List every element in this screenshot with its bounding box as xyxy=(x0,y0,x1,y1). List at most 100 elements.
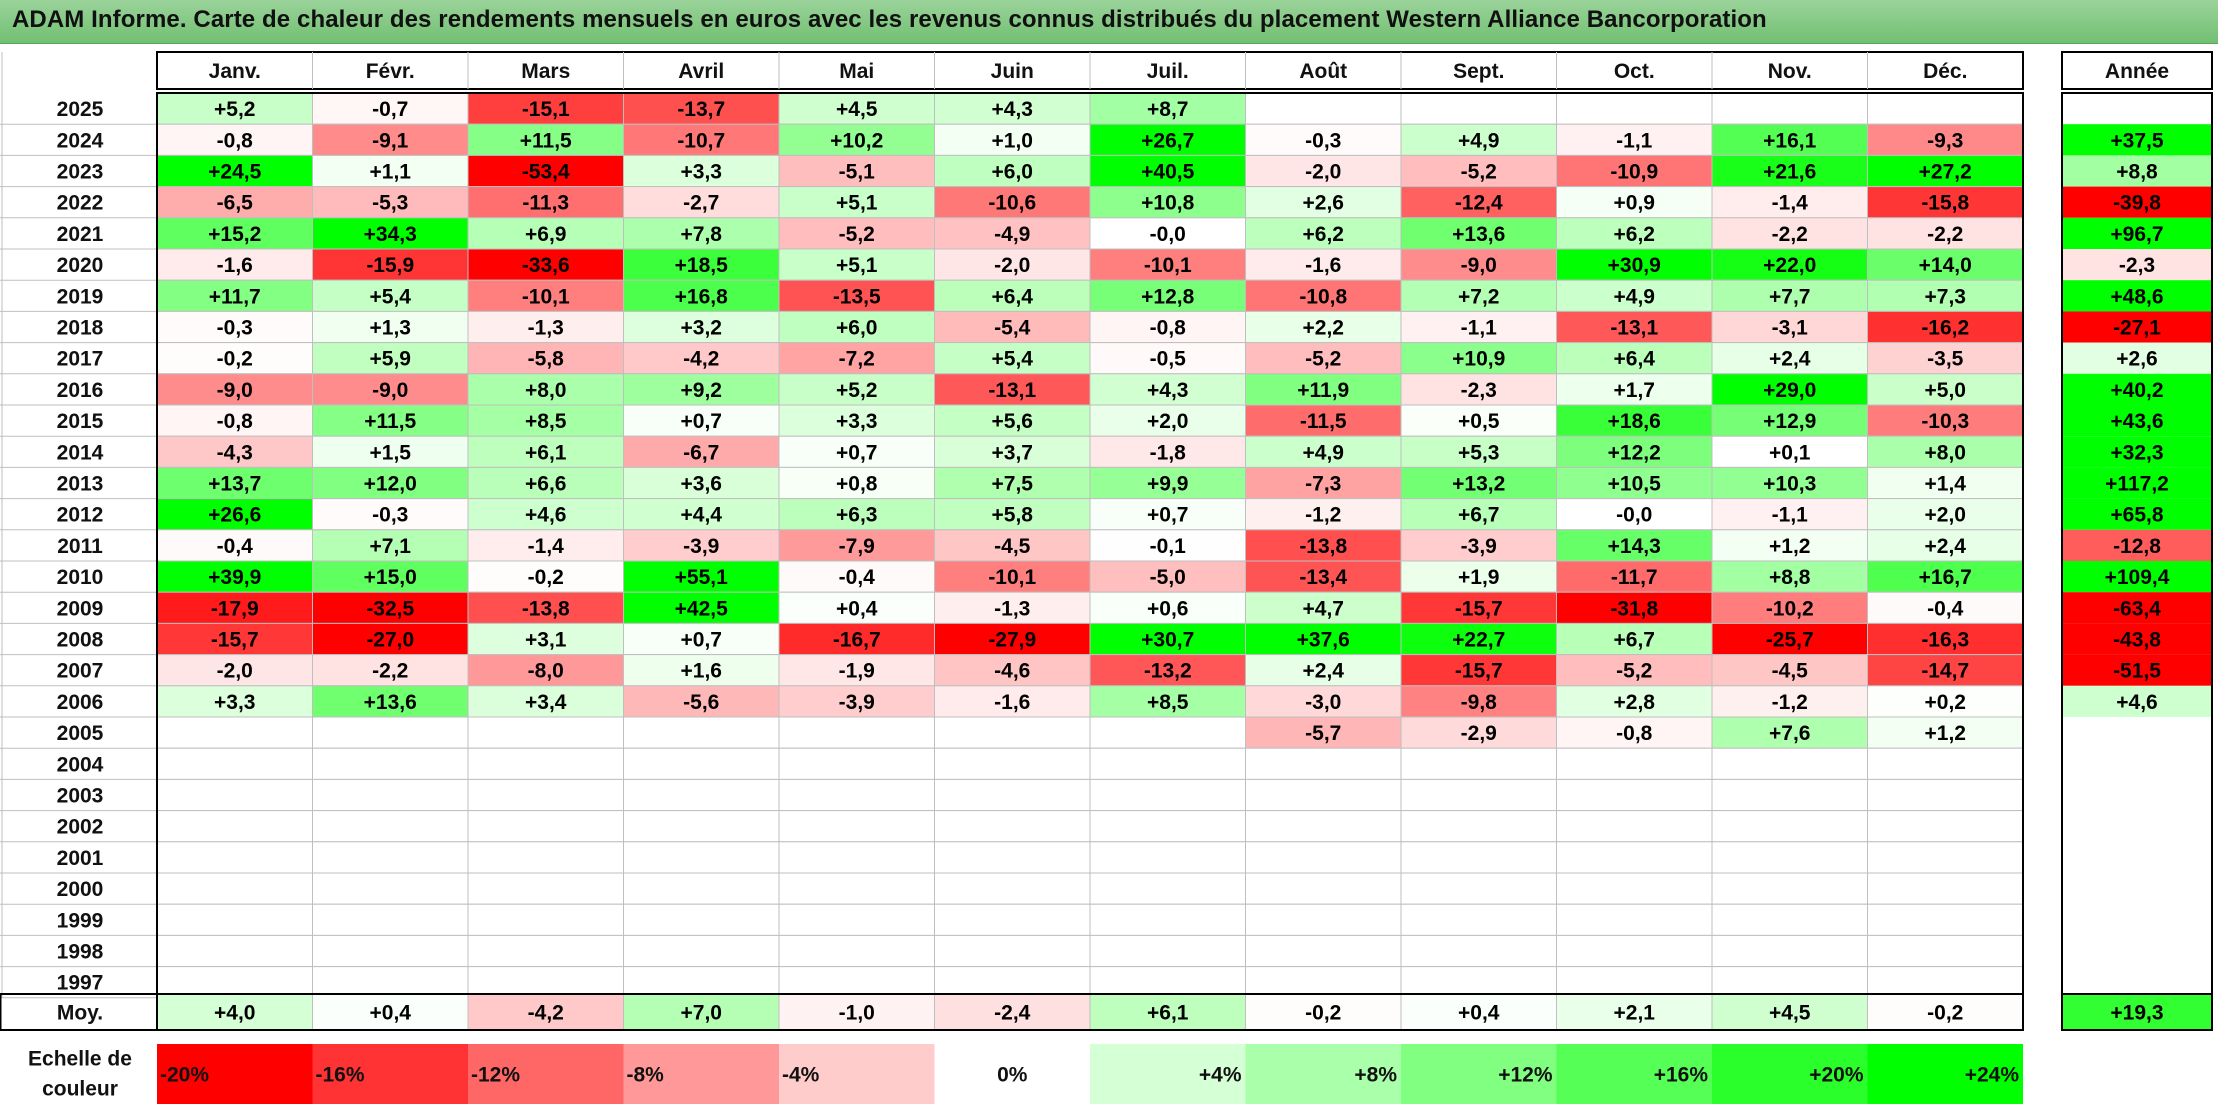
heatmap-cell xyxy=(1089,747,1246,780)
heatmap-cell-value: -0,0 xyxy=(1616,504,1652,527)
annual-cell xyxy=(2062,155,2212,187)
heatmap-cell-value: +0,4 xyxy=(836,597,878,620)
heatmap-cell xyxy=(934,685,1091,718)
annual-cell xyxy=(2062,561,2212,593)
heatmap-cell-value: -0,3 xyxy=(1305,129,1341,152)
heatmap-cell-value: -0,3 xyxy=(217,317,253,340)
color-scale-label: +20% xyxy=(1809,1064,1864,1087)
heatmap-cell xyxy=(156,872,313,905)
heatmap-cell xyxy=(156,778,313,812)
heatmap-cell xyxy=(1867,591,2024,624)
heatmap-cell-value: +3,7 xyxy=(992,441,1033,464)
heatmap-cell-value: -0,8 xyxy=(217,129,254,152)
heatmap-cell-value: -1,4 xyxy=(1772,192,1809,215)
heatmap-cell xyxy=(1711,248,1868,281)
heatmap-cell xyxy=(1245,248,1402,281)
heatmap-cell xyxy=(1711,92,1868,125)
heatmap-cell-value: -2,9 xyxy=(1461,722,1497,745)
heatmap-cell-value: +22,7 xyxy=(1452,629,1505,652)
heatmap-cell xyxy=(623,778,780,812)
annual-cell xyxy=(2062,748,2212,780)
heatmap-cell xyxy=(1245,310,1402,344)
average-annual-value: +19,3 xyxy=(2110,1002,2163,1025)
heatmap-cell xyxy=(1400,903,1557,936)
heatmap-cell-value: -2,2 xyxy=(1772,223,1808,246)
average-cell-value: -0,2 xyxy=(1305,1002,1341,1025)
average-cell xyxy=(467,993,624,1031)
heatmap-cell xyxy=(1867,310,2024,344)
heatmap-cell xyxy=(312,685,469,718)
heatmap-cell-value: -0,2 xyxy=(217,348,253,371)
heatmap-cell xyxy=(934,498,1091,531)
heatmap-cell-value: -1,1 xyxy=(1616,129,1653,152)
heatmap-cell xyxy=(1556,778,1713,812)
heatmap-cell xyxy=(1711,186,1868,219)
heatmap-cell-value: +24,5 xyxy=(208,161,261,184)
heatmap-cell-value: -15,9 xyxy=(366,254,414,277)
heatmap-cell xyxy=(312,841,469,874)
heatmap-cell xyxy=(1245,841,1402,874)
month-header: Nov. xyxy=(1768,60,1812,83)
heatmap-cell xyxy=(1245,747,1402,780)
heatmap-cell xyxy=(467,123,624,156)
heatmap-cell-value: +8,5 xyxy=(525,410,567,433)
heatmap-cell-value: +13,7 xyxy=(208,473,261,496)
heatmap-cell xyxy=(778,591,935,624)
year-label: 2019 xyxy=(57,285,104,308)
heatmap-cell xyxy=(467,903,624,936)
heatmap-cell xyxy=(934,841,1091,874)
heatmap-cell xyxy=(467,654,624,687)
heatmap-cell-value: -5,6 xyxy=(683,691,719,714)
heatmap-cell xyxy=(1867,841,2024,874)
heatmap-cell-value: -1,9 xyxy=(839,660,875,683)
heatmap-cell xyxy=(1867,466,2024,500)
heatmap-cell xyxy=(1867,966,2024,999)
year-label: 2020 xyxy=(57,254,104,277)
heatmap-cell xyxy=(156,248,313,281)
heatmap-cell-value: +5,4 xyxy=(370,285,412,308)
heatmap-cell-value: -5,0 xyxy=(1150,566,1186,589)
color-scale-label: -12% xyxy=(471,1064,520,1087)
color-scale-swatch xyxy=(934,1044,1090,1104)
title-bar: ADAM Informe. Carte de chaleur des rende… xyxy=(0,0,2218,44)
year-label: 2004 xyxy=(57,753,104,776)
heatmap-cell-value: +8,8 xyxy=(1769,566,1811,589)
heatmap-cell xyxy=(934,591,1091,624)
heatmap-cell xyxy=(467,778,624,812)
heatmap-cell-value: +0,7 xyxy=(681,410,722,433)
heatmap-cell xyxy=(934,903,1091,936)
year-label: 2012 xyxy=(57,504,104,527)
heatmap-cell xyxy=(1711,154,1868,188)
heatmap-cell xyxy=(1400,310,1557,344)
color-scale-label: -20% xyxy=(160,1064,209,1087)
heatmap-cell xyxy=(156,373,313,406)
heatmap-cell-value: -0,7 xyxy=(372,98,408,121)
heatmap-cell xyxy=(1089,435,1246,468)
year-label: 2002 xyxy=(57,816,104,839)
heatmap-cell xyxy=(1711,685,1868,718)
heatmap-cell xyxy=(467,966,624,999)
color-scale-label: +16% xyxy=(1654,1064,1709,1087)
annual-cell xyxy=(2062,436,2212,468)
heatmap-cell-value: +3,3 xyxy=(836,410,877,433)
heatmap-cell-value: -3,9 xyxy=(683,535,719,558)
heatmap-cell xyxy=(467,934,624,968)
heatmap-cell xyxy=(1400,716,1557,749)
heatmap-cell xyxy=(1089,778,1246,812)
month-header: Janv. xyxy=(209,60,261,83)
heatmap-cell-value: +6,0 xyxy=(992,161,1033,184)
heatmap-cell-value: -9,0 xyxy=(372,379,408,402)
heatmap-cell-value: +29,0 xyxy=(1763,379,1816,402)
heatmap-cell-value: +7,1 xyxy=(370,535,412,558)
heatmap-cell-value: +7,8 xyxy=(681,223,723,246)
heatmap-cell xyxy=(1245,872,1402,905)
year-label: 2021 xyxy=(57,223,104,246)
heatmap-cell xyxy=(1089,92,1246,125)
heatmap-cell xyxy=(934,778,1091,812)
heatmap-cell xyxy=(1400,810,1557,843)
heatmap-cell xyxy=(1867,154,2024,188)
heatmap-cell-value: -3,5 xyxy=(1927,348,1964,371)
color-scale-label: +4% xyxy=(1199,1064,1242,1087)
heatmap-cell xyxy=(312,279,469,312)
heatmap-cell-value: +14,3 xyxy=(1608,535,1661,558)
